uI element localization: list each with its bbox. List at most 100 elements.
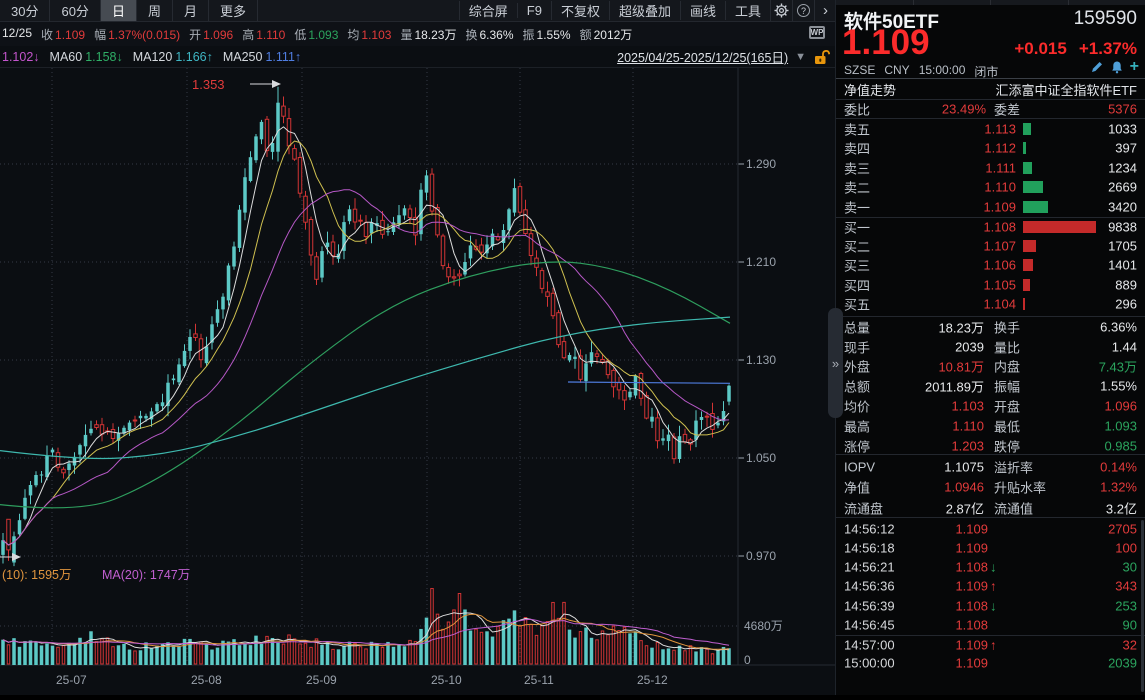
menu-item-F9[interactable]: F9 bbox=[516, 3, 551, 18]
stat-value: 1.109 bbox=[55, 27, 86, 42]
panel-collapse-handle[interactable]: » bbox=[828, 308, 843, 418]
book-volume: 2669 bbox=[1108, 179, 1137, 195]
stat-label: 开盘 bbox=[994, 399, 1021, 415]
book-price: 1.111 bbox=[985, 160, 1016, 176]
period-tab-月[interactable]: 月 bbox=[173, 0, 209, 21]
edit-pencil-icon[interactable] bbox=[1090, 60, 1104, 74]
nav-row[interactable]: 净值走势 汇添富中证全指软件ETF bbox=[836, 79, 1145, 100]
period-tab-更多[interactable]: 更多 bbox=[209, 0, 258, 21]
stat-value: 0.985 bbox=[1104, 438, 1137, 454]
ma-item: 1.102↓ bbox=[2, 50, 40, 64]
depth-bar bbox=[1023, 161, 1033, 174]
ma-item: MA250 1.111↑ bbox=[223, 50, 301, 64]
period-tab-30分[interactable]: 30分 bbox=[0, 0, 51, 21]
change-percent: +1.37% bbox=[1078, 39, 1137, 58]
tick-down-arrow-icon: ↓ bbox=[990, 559, 997, 575]
ask-row-2[interactable]: 卖三 1.111 1234 bbox=[836, 158, 1145, 178]
bid-row-3[interactable]: 买四 1.105 889 bbox=[836, 275, 1145, 295]
iopv-row-0: IOPV 1.1075 溢折率 0.14% bbox=[836, 457, 1145, 477]
stat-label: 最高 bbox=[844, 419, 871, 435]
ask-row-4[interactable]: 卖一 1.109 3420 bbox=[836, 197, 1145, 217]
svg-text:25-12: 25-12 bbox=[637, 673, 668, 687]
book-price: 1.110 bbox=[984, 179, 1016, 195]
stat-value: 10.81万 bbox=[938, 359, 984, 375]
book-volume: 397 bbox=[1115, 140, 1137, 156]
book-label: 买四 bbox=[844, 278, 871, 294]
tick-time: 14:56:45 bbox=[844, 617, 895, 633]
bid-row-1[interactable]: 买二 1.107 1705 bbox=[836, 236, 1145, 256]
stat-label: 额 bbox=[579, 27, 592, 42]
menu-item-超级叠加[interactable]: 超级叠加 bbox=[608, 1, 680, 20]
svg-text:25-07: 25-07 bbox=[56, 673, 87, 687]
tick-time: 14:56:18 bbox=[844, 540, 895, 556]
stat-label: 最低 bbox=[994, 419, 1021, 435]
stat-value: 1.1075 bbox=[944, 459, 984, 475]
ask-row-0[interactable]: 卖五 1.113 1033 bbox=[836, 119, 1145, 139]
stats-row-0: 总量 18.23万 换手 6.36% bbox=[836, 317, 1145, 337]
stat-value: 2.87亿 bbox=[945, 501, 984, 517]
kline-chart[interactable]: 1.290 1.210 1.130 1.050 0.970 4680万 0 25-07 25-0… bbox=[0, 68, 836, 695]
bid-row-4[interactable]: 买五 1.104 296 bbox=[836, 295, 1145, 315]
period-tab-60分[interactable]: 60分 bbox=[50, 0, 101, 21]
stat-value: 6.36% bbox=[1100, 319, 1137, 335]
svg-text:MA(20): 1747万: MA(20): 1747万 bbox=[102, 568, 190, 582]
ma-value: 1.158↓ bbox=[85, 49, 123, 64]
daily-stats: 12/25 收 1.109 幅 1.37%(0.015) 开 1.096 高 1.110 低 1.0… bbox=[2, 26, 632, 43]
book-label: 买二 bbox=[844, 239, 871, 255]
chevron-right-icon[interactable]: › bbox=[814, 0, 836, 21]
alert-bell-icon[interactable] bbox=[1110, 60, 1124, 74]
stat-label: 总额 bbox=[844, 379, 871, 395]
period-tab-日[interactable]: 日 bbox=[100, 0, 137, 21]
stat-label: 净值 bbox=[844, 480, 871, 496]
stat-value: 1.37%(0.015) bbox=[108, 27, 181, 42]
settings-gear-icon[interactable] bbox=[770, 0, 792, 21]
tick-time: 14:56:21 bbox=[844, 559, 895, 575]
order-book: 卖五 1.113 1033 卖四 1.112 397 卖三 1.111 1234 卖二 1.110 2… bbox=[836, 119, 1145, 314]
stat-label: 12/25 bbox=[2, 25, 33, 40]
help-glyph: ? bbox=[797, 4, 810, 17]
menu-item-不复权[interactable]: 不复权 bbox=[550, 1, 609, 20]
toolbar-period-row: 30分 60分日周月更多 综合屏 F9 不复权 超级叠加 画线 工具 ? › bbox=[0, 0, 836, 22]
ask-row-3[interactable]: 卖二 1.110 2669 bbox=[836, 178, 1145, 198]
period-tab-周[interactable]: 周 bbox=[137, 0, 173, 21]
tick-scrollbar[interactable] bbox=[1141, 520, 1144, 692]
tick-price: 1.109 bbox=[955, 578, 988, 594]
tick-row-7: 15:00:00 1.109 2039 bbox=[836, 654, 1145, 673]
bid-row-0[interactable]: 买一 1.108 9838 bbox=[836, 216, 1145, 237]
help-icon[interactable]: ? bbox=[792, 0, 814, 21]
depth-bar bbox=[1023, 220, 1096, 233]
date-range[interactable]: 2025/04/25-2025/12/25(165日) bbox=[617, 51, 789, 65]
bid-row-2[interactable]: 买三 1.106 1401 bbox=[836, 256, 1145, 276]
stats-row-2: 外盘 10.81万 内盘 7.43万 bbox=[836, 357, 1145, 377]
depth-bar bbox=[1023, 181, 1043, 194]
weibi-value: 23.49% bbox=[941, 101, 986, 117]
stat-item: 幅 1.37%(0.015) bbox=[94, 26, 180, 43]
tick-up-arrow-icon: ↑ bbox=[990, 578, 997, 594]
wp-monitor-icon[interactable]: WP bbox=[804, 24, 830, 43]
ask-row-1[interactable]: 卖四 1.112 397 bbox=[836, 139, 1145, 159]
stock-code: 159590 bbox=[1073, 8, 1137, 29]
stat-label: 升贴水率 bbox=[994, 480, 1047, 496]
stat-value: 1.103 bbox=[361, 27, 392, 42]
dropdown-arrow-icon[interactable]: ▼ bbox=[795, 50, 806, 63]
add-plus-icon[interactable]: + bbox=[1129, 58, 1139, 75]
tick-row-3: 14:56:36 1.109 ↑ 343 bbox=[836, 577, 1145, 596]
book-price: 1.113 bbox=[984, 121, 1016, 137]
menu-item-工具[interactable]: 工具 bbox=[724, 1, 770, 20]
menu-item-画线[interactable]: 画线 bbox=[679, 1, 725, 20]
unlock-icon[interactable] bbox=[813, 49, 830, 65]
tick-volume: 253 bbox=[1115, 598, 1137, 614]
exchange-label: SZSE bbox=[844, 63, 876, 77]
currency-label: CNY bbox=[884, 63, 910, 77]
stat-label: 溢折率 bbox=[994, 460, 1034, 476]
tick-volume: 2705 bbox=[1108, 521, 1137, 537]
menu-item-综合屏[interactable]: 综合屏 bbox=[458, 1, 517, 20]
depth-bar bbox=[1023, 122, 1031, 135]
tick-row-2: 14:56:21 1.108 ↓ 30 bbox=[836, 558, 1145, 577]
svg-text:25-09: 25-09 bbox=[306, 673, 337, 687]
stat-label: 流通值 bbox=[994, 501, 1034, 517]
book-label: 卖四 bbox=[844, 141, 871, 157]
stat-value: 1.44 bbox=[1111, 339, 1137, 355]
tick-time: 14:56:12 bbox=[844, 521, 895, 537]
tick-list[interactable]: 14:56:12 1.109 2705 14:56:18 1.109 100 14:56:2… bbox=[836, 519, 1145, 675]
